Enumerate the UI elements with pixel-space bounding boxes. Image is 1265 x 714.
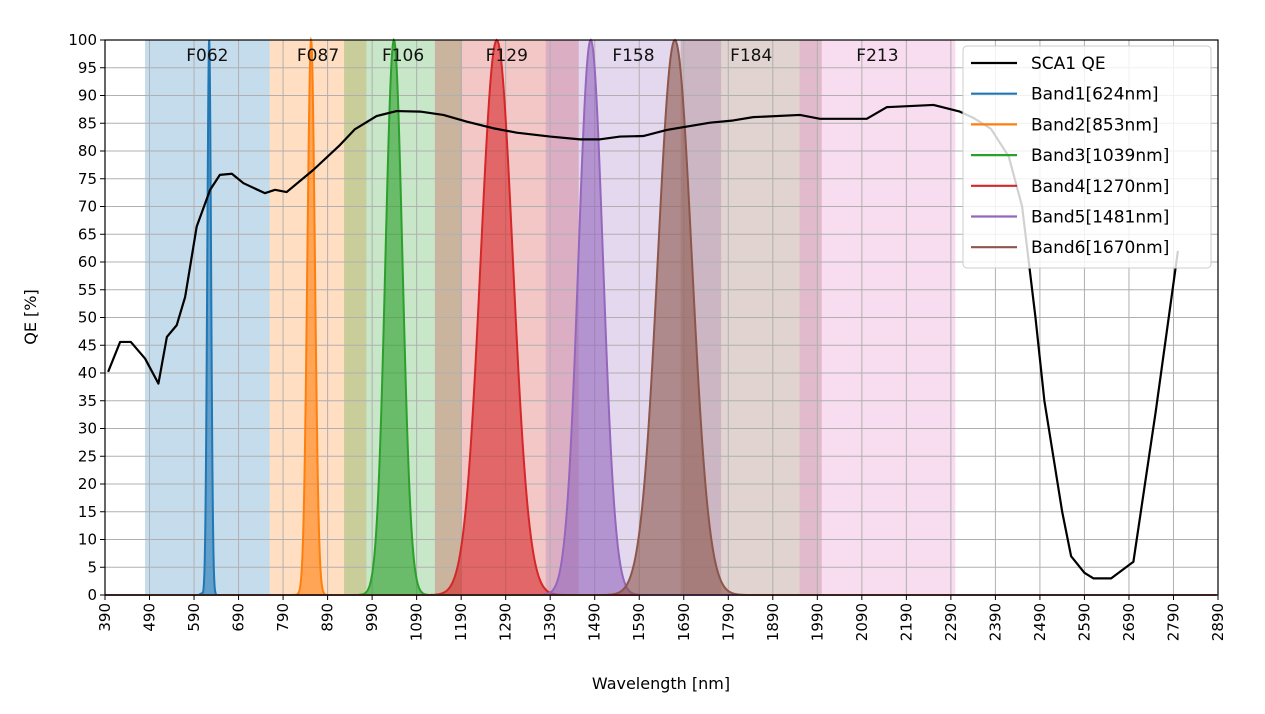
y-tick-label: 70 xyxy=(78,198,97,216)
filter-label: F129 xyxy=(486,46,528,66)
y-tick-label: 60 xyxy=(78,253,97,271)
y-tick-label: 5 xyxy=(87,558,97,576)
x-tick-label: 2790 xyxy=(1164,603,1182,641)
x-tick-label: 990 xyxy=(363,603,381,632)
y-tick-label: 40 xyxy=(78,364,97,382)
filter-label: F184 xyxy=(730,46,772,66)
x-tick-label: 1690 xyxy=(675,603,693,641)
x-axis-label: Wavelength [nm] xyxy=(592,674,730,693)
legend-entry: SCA1 QE xyxy=(1031,54,1106,74)
filter-label: F213 xyxy=(856,46,898,66)
legend-entry: Band1[624nm] xyxy=(1031,85,1159,105)
x-tick-label: 2190 xyxy=(897,603,915,641)
x-tick-label: 1390 xyxy=(541,603,559,641)
x-tick-label: 490 xyxy=(141,603,159,632)
x-tick-label: 2590 xyxy=(1075,603,1093,641)
x-tick-label: 1990 xyxy=(808,603,826,641)
x-tick-label: 890 xyxy=(319,603,337,632)
x-tick-label: 1890 xyxy=(764,603,782,641)
x-tick-label: 1790 xyxy=(719,603,737,641)
x-tick-label: 1190 xyxy=(452,603,470,641)
x-tick-label: 1490 xyxy=(586,603,604,641)
qe-curve xyxy=(107,103,1180,580)
x-tick-label: 2890 xyxy=(1209,603,1227,641)
y-tick-label: 50 xyxy=(78,309,97,327)
legend-box xyxy=(962,45,1212,269)
filter-label: F087 xyxy=(297,46,339,66)
legend-entry: Band3[1039nm] xyxy=(1031,146,1169,166)
legend-entry: Band2[853nm] xyxy=(1031,115,1159,135)
x-tick-label: 2090 xyxy=(853,603,871,641)
y-tick-label: 45 xyxy=(78,336,97,354)
x-tick-label: 2490 xyxy=(1031,603,1049,641)
axes: 390 490 590 690 790 890 990 1090 1190 1290 1390 149… xyxy=(68,31,1227,641)
y-tick-label: 25 xyxy=(78,447,97,465)
x-tick-label: 690 xyxy=(230,603,248,632)
x-tick-label: 590 xyxy=(185,603,203,632)
x-tick-label: 390 xyxy=(96,603,114,632)
filter-label: F106 xyxy=(382,46,424,66)
legend-entry: Band4[1270nm] xyxy=(1031,177,1169,197)
x-tick-label: 2390 xyxy=(986,603,1004,641)
y-tick-label: 10 xyxy=(78,531,97,549)
filter-labels: F062 F087 F106 F129 F158 F184 F213 xyxy=(186,46,898,66)
x-tick-label: 2290 xyxy=(942,603,960,641)
y-tick-label: 80 xyxy=(78,142,97,160)
y-tick-label: 75 xyxy=(78,170,97,188)
y-tick-label: 85 xyxy=(78,114,97,132)
y-tick-label: 55 xyxy=(78,281,97,299)
y-tick-label: 90 xyxy=(78,87,97,105)
y-tick-label: 95 xyxy=(78,59,97,77)
filter-label: F158 xyxy=(612,46,654,66)
y-tick-label: 100 xyxy=(68,31,97,49)
x-tick-label: 1590 xyxy=(630,603,648,641)
y-tick-label: 35 xyxy=(78,392,97,410)
y-tick-label: 30 xyxy=(78,420,97,438)
x-tick-label: 2690 xyxy=(1120,603,1138,641)
band-fill xyxy=(105,40,1218,595)
y-tick-label: 20 xyxy=(78,475,97,493)
legend-entry: Band6[1670nm] xyxy=(1031,238,1169,258)
y-tick-label: 65 xyxy=(78,225,97,243)
y-axis-label: QE [%] xyxy=(21,289,40,344)
x-tick-label: 1290 xyxy=(497,603,515,641)
y-tick-label: 0 xyxy=(87,586,97,604)
legend: SCA1 QE Band1[624nm] Band2[853nm] Band3[103… xyxy=(962,45,1212,269)
y-tick-label: 15 xyxy=(78,503,97,521)
qe-curve-group xyxy=(107,103,1180,580)
legend-entry: Band5[1481nm] xyxy=(1031,208,1169,228)
filter-label: F062 xyxy=(186,46,228,66)
band-fill xyxy=(105,40,1218,595)
x-tick-label: 790 xyxy=(274,603,292,632)
x-tick-label: 1090 xyxy=(408,603,426,641)
